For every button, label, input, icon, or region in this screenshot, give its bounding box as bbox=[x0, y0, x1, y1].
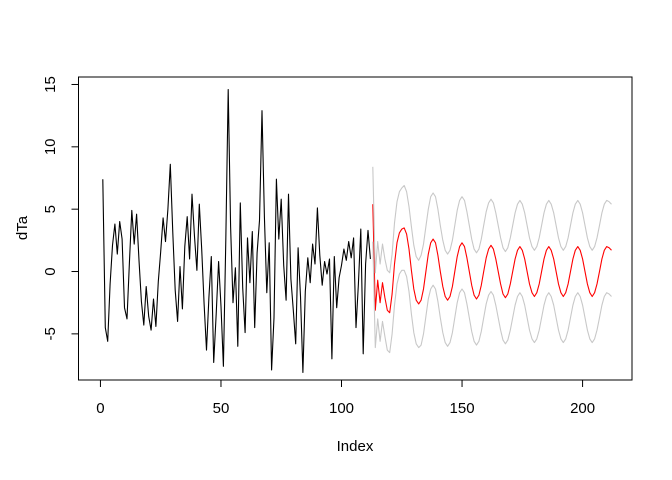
x-tick-label: 50 bbox=[213, 400, 230, 417]
lower_band-line bbox=[372, 241, 612, 354]
y-tick-label: -5 bbox=[42, 327, 59, 340]
y-tick-label: 15 bbox=[42, 76, 59, 93]
x-tick-label: 150 bbox=[450, 400, 475, 417]
y-tick-label: 5 bbox=[42, 205, 59, 213]
y-tick-label: 0 bbox=[42, 267, 59, 275]
x-tick-label: 200 bbox=[570, 400, 595, 417]
forecast-line bbox=[372, 204, 612, 314]
x-tick-label: 100 bbox=[329, 400, 354, 417]
upper_band-line bbox=[372, 166, 612, 274]
y-tick-label: 10 bbox=[42, 138, 59, 155]
observed-line bbox=[102, 88, 371, 374]
plot-frame bbox=[78, 76, 633, 381]
y-axis-label: dTa bbox=[14, 215, 31, 240]
x-tick-label: 0 bbox=[96, 400, 104, 417]
x-axis-label: Index bbox=[337, 438, 374, 455]
